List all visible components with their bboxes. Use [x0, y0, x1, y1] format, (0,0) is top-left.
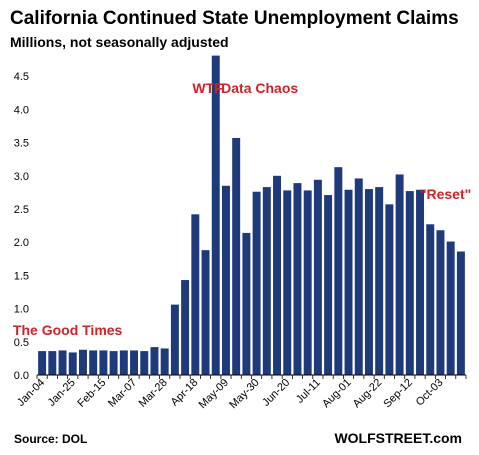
x-tick-label: May-09	[197, 377, 231, 411]
bar	[211, 55, 220, 376]
bar	[150, 347, 159, 375]
bar	[140, 351, 149, 375]
annotation-label: The Good Times	[13, 322, 123, 338]
bar	[201, 250, 210, 375]
y-tick-label: 1.0	[14, 304, 29, 316]
x-tick-label: Sep-12	[381, 377, 415, 411]
source-label: Source: DOL	[14, 432, 87, 446]
bar	[416, 189, 425, 375]
bar	[48, 351, 57, 375]
x-tick-label: Jan-25	[46, 377, 78, 409]
bar	[109, 351, 118, 375]
x-tick-label: May-30	[227, 377, 261, 411]
x-tick-label: Oct-03	[414, 377, 446, 409]
y-tick-label: 3.0	[14, 171, 29, 183]
bar	[334, 167, 343, 375]
bar	[181, 280, 190, 375]
bar	[262, 187, 271, 375]
bar	[119, 350, 128, 375]
bar	[252, 191, 261, 375]
y-tick-label: 2.0	[14, 237, 29, 249]
x-tick-label: Mar-28	[137, 377, 170, 410]
bar	[354, 178, 363, 375]
bar	[385, 204, 394, 375]
y-tick-label: 0.0	[14, 370, 29, 382]
bar	[232, 137, 241, 375]
bar	[303, 190, 312, 375]
bar	[436, 230, 445, 375]
bar	[170, 304, 179, 375]
y-tick-label: 4.5	[14, 71, 29, 83]
bar	[68, 352, 77, 375]
bar	[405, 191, 414, 375]
brand-label: WOLFSTREET.com	[334, 430, 462, 446]
y-axis: 0.0 0.5 1.0 1.5 2.0 2.5 3.0 3.5 4.0 4.5	[14, 71, 29, 382]
bar	[395, 174, 404, 375]
y-tick-label: 1.5	[14, 270, 29, 282]
y-tick-label: 3.5	[14, 138, 29, 150]
bar	[313, 179, 322, 375]
bar	[99, 350, 108, 375]
bar	[130, 350, 139, 375]
bar	[38, 351, 47, 375]
x-tick-label: Jul-11	[294, 377, 323, 406]
annotation-label: Data Chaos	[221, 80, 298, 96]
x-tick-label: Aug-22	[351, 377, 385, 411]
annotation-label: WTF	[192, 80, 223, 96]
y-tick-label: 0.5	[14, 337, 29, 349]
bar	[78, 349, 87, 375]
bar	[426, 224, 435, 375]
x-tick-label: Aug-01	[320, 377, 354, 411]
bar	[375, 187, 384, 375]
chart-title: California Continued State Unemployment …	[10, 8, 459, 29]
bar	[89, 350, 98, 375]
annotation-label: "Reset"	[420, 186, 471, 202]
x-tick-label: Mar-07	[106, 377, 139, 410]
y-tick-label: 4.0	[14, 104, 29, 116]
chart-subtitle: Millions, not seasonally adjusted	[10, 34, 229, 50]
bar	[160, 348, 169, 375]
bar	[344, 189, 353, 375]
bar	[58, 350, 67, 375]
bar	[446, 241, 455, 375]
x-tick-label: Apr-18	[169, 377, 201, 409]
bar	[293, 183, 302, 375]
x-axis: Jan-04Jan-25Feb-15Mar-07Mar-28Apr-18May-…	[15, 375, 467, 411]
bar-series	[38, 55, 465, 376]
bar	[242, 232, 251, 375]
y-tick-label: 2.5	[14, 204, 29, 216]
bar	[273, 175, 282, 375]
bar	[364, 189, 373, 375]
bar	[324, 195, 333, 375]
bar	[191, 214, 200, 375]
x-tick-label: Jun-20	[260, 377, 292, 409]
x-tick-label: Feb-15	[75, 377, 108, 410]
bar	[283, 190, 292, 375]
bar	[221, 185, 230, 375]
bar	[456, 251, 465, 375]
